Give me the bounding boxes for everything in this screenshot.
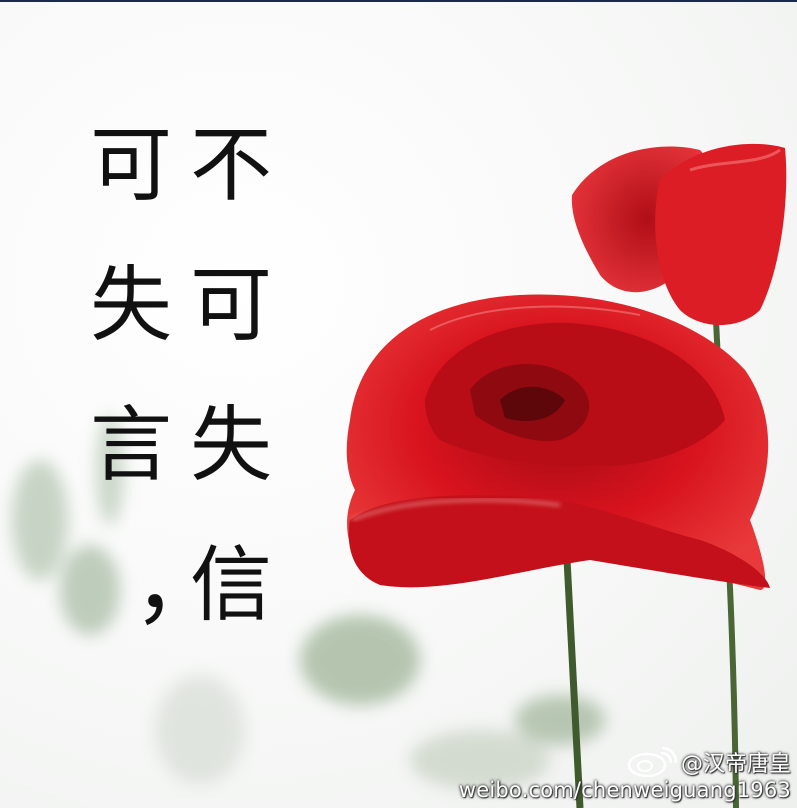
watermark-url: weibo.com/chenweiguang1963 xyxy=(458,778,791,802)
poem-char: 信 xyxy=(190,538,273,633)
poem-left-column: 可 失 言 xyxy=(90,96,172,516)
watermark-handle: @汉帝唐皇 xyxy=(680,752,791,777)
poem-comma: ， xyxy=(133,532,223,637)
poem-char: 失 xyxy=(190,398,273,493)
weibo-watermark: @汉帝唐皇 weibo.com/chenweiguang1963 xyxy=(459,746,791,802)
watermark-handle-row: @汉帝唐皇 xyxy=(459,746,791,778)
poem-char: 失 xyxy=(90,258,173,353)
background-foliage xyxy=(12,415,605,790)
poppy-flower xyxy=(346,294,770,590)
top-border xyxy=(0,0,797,2)
poppy-bud xyxy=(571,143,787,325)
weibo-logo-icon xyxy=(627,747,677,777)
poem-char: 可 xyxy=(90,118,173,213)
main-stem xyxy=(562,539,584,808)
poem-char: 不 xyxy=(190,118,273,213)
poem-right-column: 不 可 失 信 xyxy=(190,96,272,656)
poem-char: 可 xyxy=(190,258,273,353)
poem-char: 言 xyxy=(90,398,173,493)
